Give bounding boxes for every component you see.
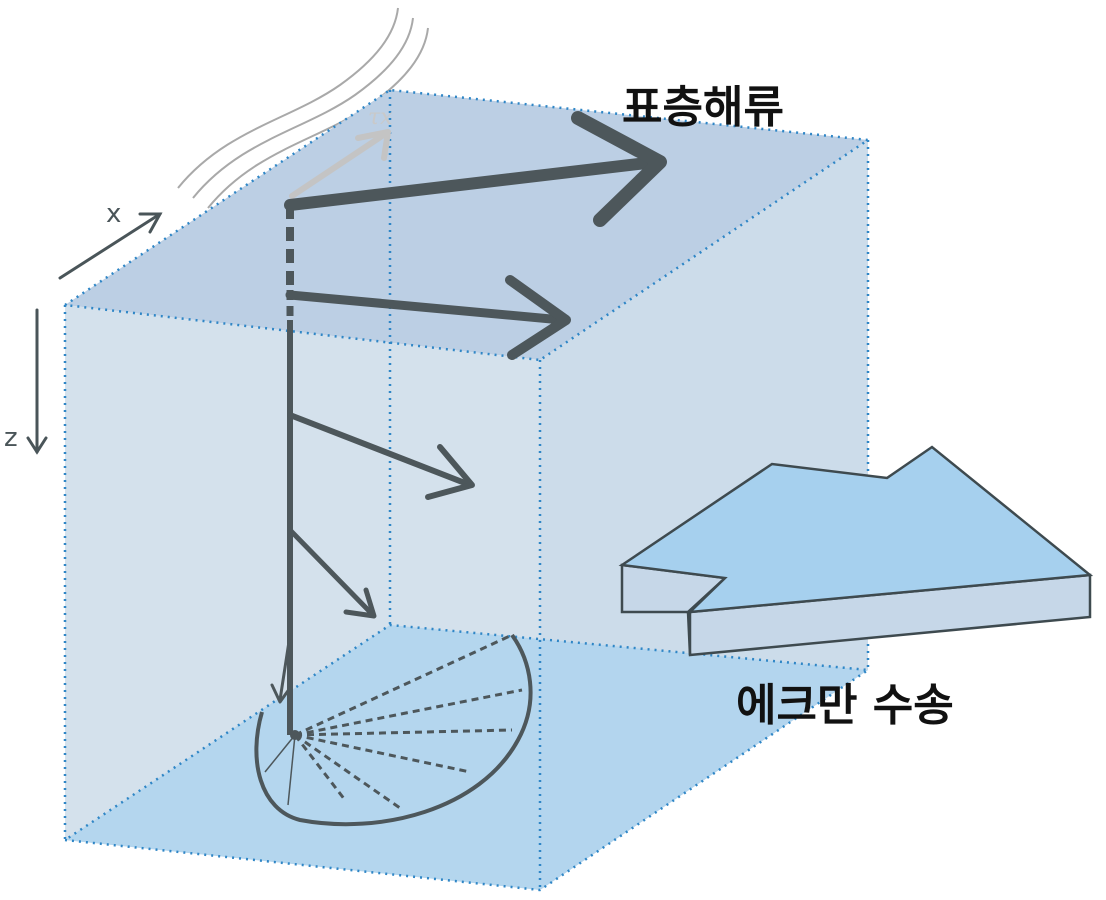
surface-current-arrow (284, 111, 667, 227)
z-axis-arrow (26, 308, 48, 455)
x-axis-arrow (58, 212, 163, 280)
z-axis-label: z (4, 423, 18, 453)
spiral-projection (254, 633, 533, 827)
current-arrows (270, 111, 667, 704)
current-arrow-depth-5 (270, 633, 292, 704)
box-top-face (65, 90, 868, 360)
spiral-envelope (254, 633, 533, 827)
current-arrow-depth-2 (285, 275, 571, 360)
projection-rays-thin (264, 734, 296, 806)
current-arrow-depth-3 (287, 412, 475, 500)
ekman-transport-label: 에크만 수송 (736, 680, 954, 731)
x-axis-label: x (106, 199, 121, 229)
box-bottom-face (65, 625, 868, 890)
surface-current-label: 표층해류 (622, 82, 784, 133)
projection-rays (293, 633, 523, 810)
ekman-transport-arrow (618, 445, 1094, 657)
current-arrow-depth-4 (287, 527, 377, 619)
transport-arrow-top (618, 445, 1094, 614)
wind-stress-arrow (289, 129, 391, 199)
wind-stress-label: τx (368, 105, 393, 130)
